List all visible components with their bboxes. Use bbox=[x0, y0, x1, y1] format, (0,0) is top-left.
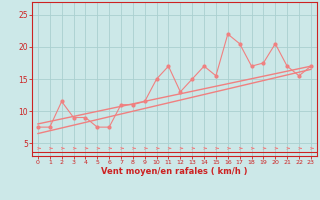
X-axis label: Vent moyen/en rafales ( km/h ): Vent moyen/en rafales ( km/h ) bbox=[101, 167, 248, 176]
